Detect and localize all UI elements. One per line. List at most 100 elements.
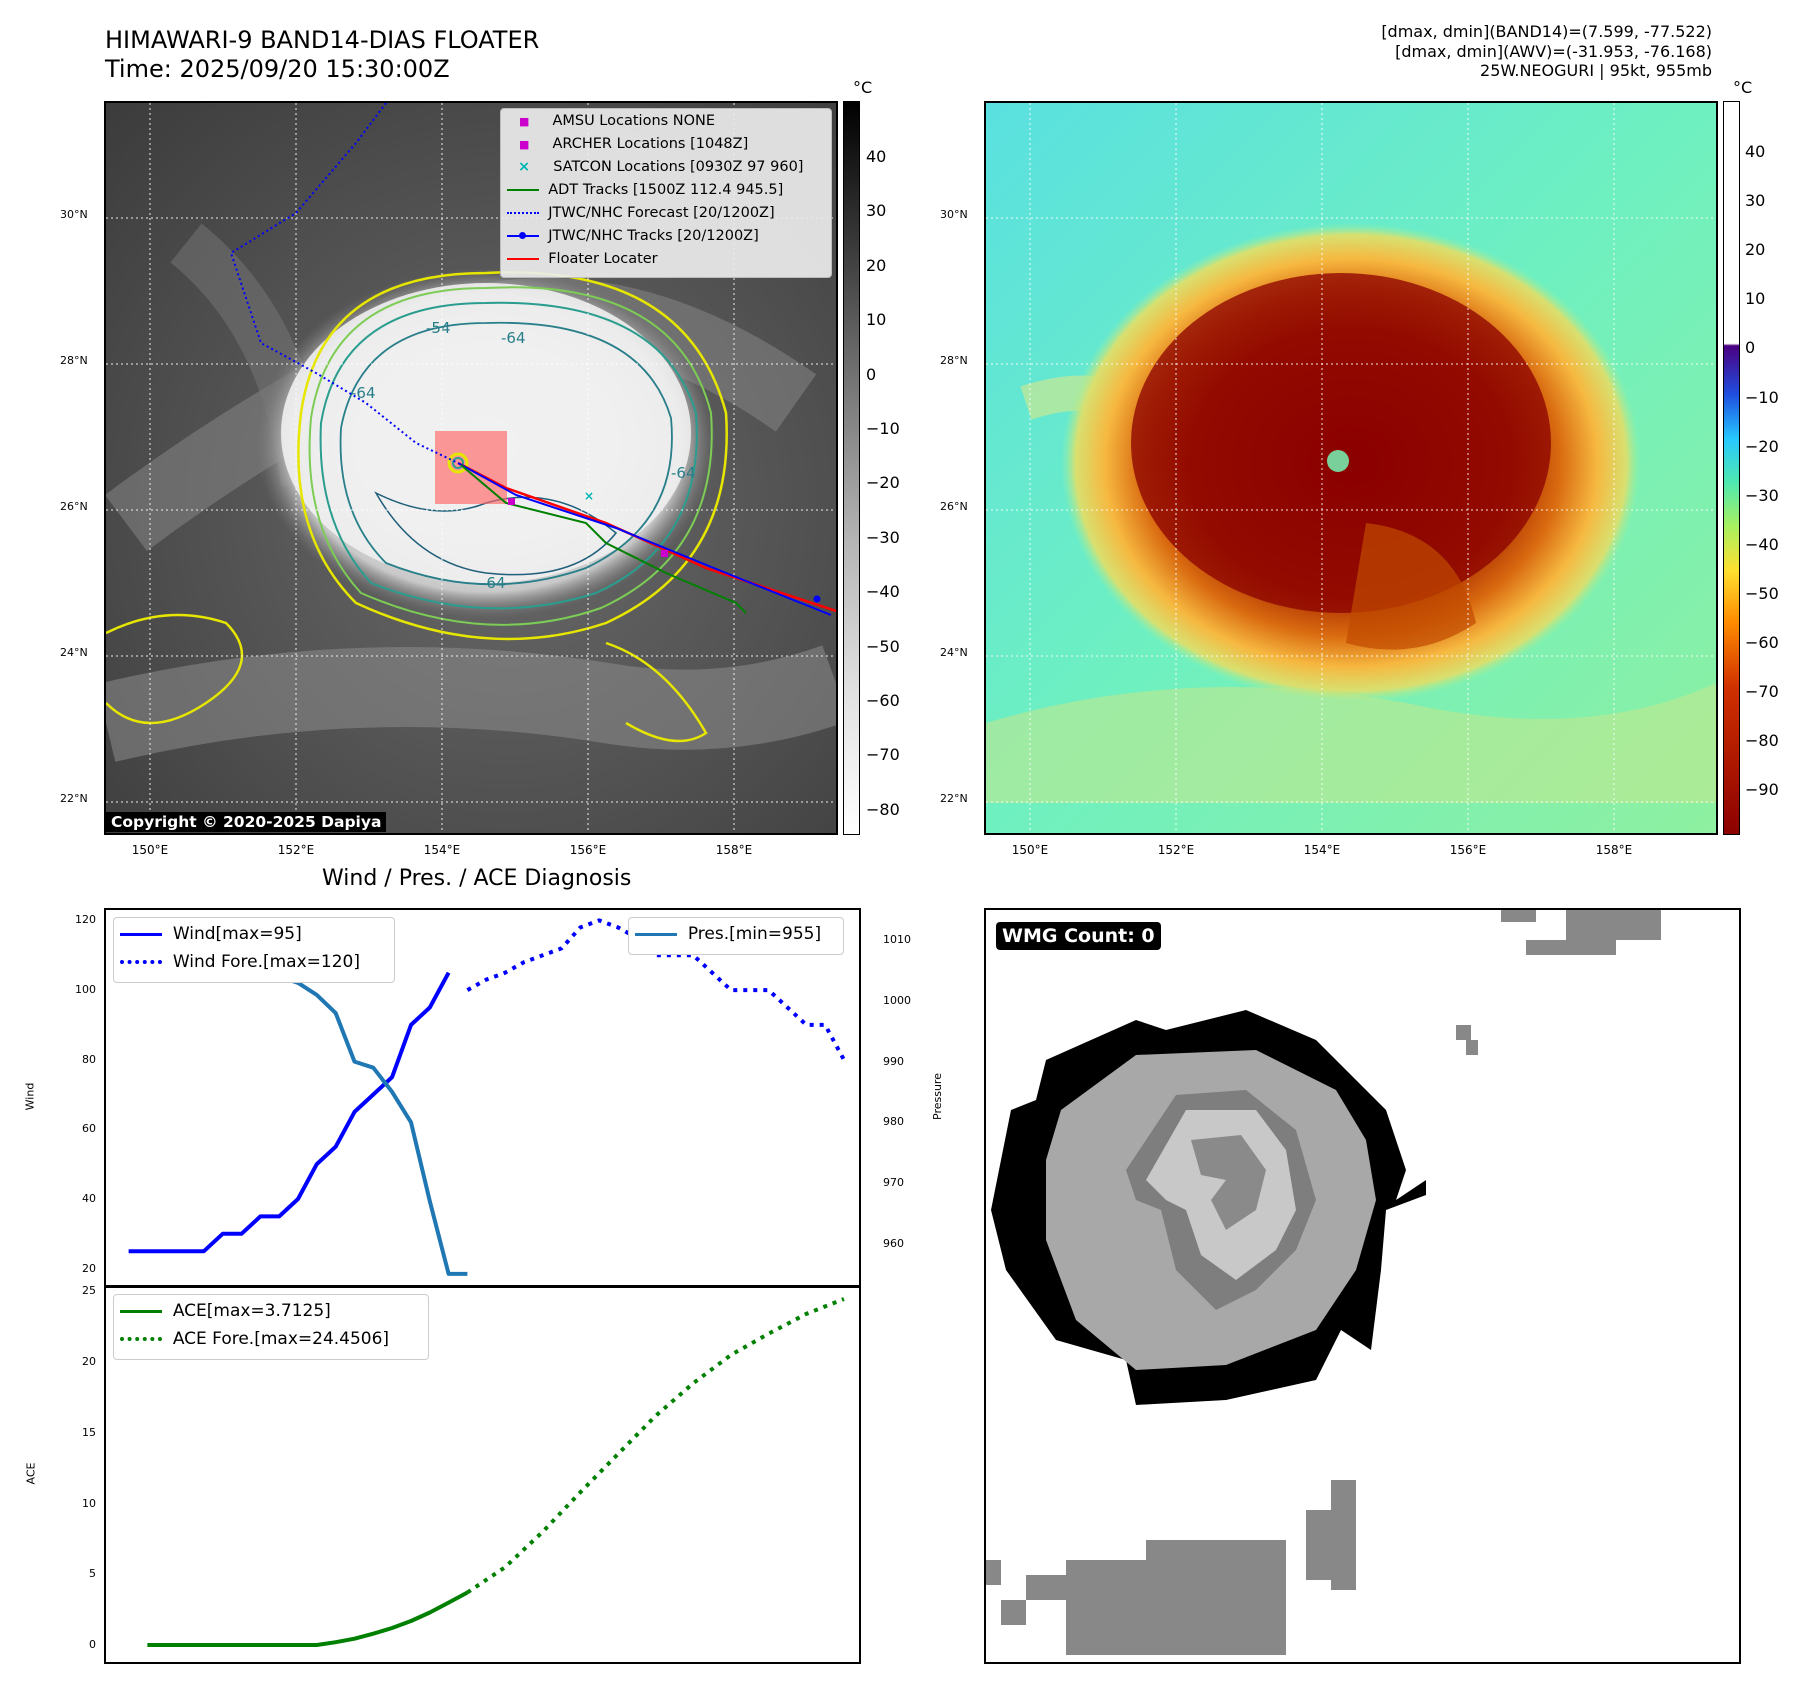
- diagnosis-title: Wind / Pres. / ACE Diagnosis: [322, 866, 632, 891]
- colorbar-unit: °C: [853, 78, 873, 97]
- stats-storm: 25W.NEOGURI | 95kt, 955mb: [1480, 61, 1712, 80]
- lon-label: 152°E: [277, 843, 315, 857]
- legend-wind: Wind[max=95]: [120, 924, 302, 944]
- adt-track-line: [460, 464, 747, 614]
- contour-label: -54: [426, 319, 451, 337]
- colorbar-tick: −80: [1745, 731, 1779, 751]
- wmg-image: [986, 910, 1661, 1655]
- wind-axis-label: Wind: [23, 1082, 37, 1111]
- lat-label: 30°N: [940, 208, 968, 221]
- colorbar-tick: −40: [1745, 534, 1779, 554]
- colorbar-tick: −70: [1745, 682, 1779, 702]
- lat-label: 26°N: [940, 500, 968, 513]
- grayscale-colorbar: [843, 101, 860, 835]
- axis-tick-label: 5: [89, 1567, 96, 1581]
- colorbar-tick: 30: [1745, 191, 1766, 211]
- colorbar-unit: °C: [1733, 78, 1753, 97]
- figure-title: HIMAWARI-9 BAND14-DIAS FLOATER Time: 202…: [105, 26, 539, 84]
- legend-item-jtwc-tracks: JTWC/NHC Tracks [20/1200Z]: [507, 228, 759, 244]
- lon-label: 154°E: [423, 843, 461, 857]
- lon-label: 156°E: [569, 843, 607, 857]
- wind-forecast-line: [466, 918, 846, 1061]
- axis-tick-label: 25: [82, 1284, 96, 1298]
- stats-band14: [dmax, dmin](BAND14)=(7.599, -77.522): [1381, 22, 1712, 41]
- lat-label: 26°N: [60, 500, 88, 513]
- legend-ace: ACE[max=3.7125]: [120, 1301, 331, 1321]
- pressure-legend: Pres.[min=955]: [628, 917, 844, 955]
- wind-line: [128, 971, 451, 1254]
- axis-tick-label: 20: [82, 1261, 96, 1275]
- wmg-panel: [984, 908, 1741, 1664]
- axis-tick-label: 980: [883, 1115, 904, 1129]
- lat-label: 22°N: [940, 792, 968, 805]
- axis-tick-label: 1010: [883, 933, 911, 947]
- colorbar-tick: −60: [1745, 633, 1779, 652]
- axis-tick-label: 960: [883, 1236, 904, 1250]
- legend-item-archer: ■ ARCHER Locations [1048Z]: [519, 136, 749, 152]
- colorbar-tick: 10: [1745, 289, 1766, 309]
- axis-tick-label: 0: [89, 1638, 96, 1652]
- colorbar-tick: −90: [1745, 780, 1779, 800]
- colorbar-tick: 20: [866, 255, 887, 275]
- jtwc-track-line: [457, 462, 832, 616]
- archer-marker: [508, 498, 515, 505]
- legend-item-floater: Floater Locater: [507, 251, 658, 267]
- lon-label: 154°E: [1303, 843, 1341, 857]
- band14-map-image: -54 -64 -64 -64 -64 ×: [106, 103, 836, 833]
- colorbar-tick: 40: [1745, 142, 1766, 161]
- axis-tick-label: 10: [82, 1496, 96, 1510]
- axis-tick-label: 15: [82, 1425, 96, 1439]
- stats-info: [dmax, dmin](BAND14)=(7.599, -77.522) [d…: [1381, 22, 1712, 81]
- ace-forecast-line: [466, 1297, 845, 1595]
- colorbar-tick: −20: [866, 473, 900, 493]
- axis-tick-label: 970: [883, 1175, 904, 1189]
- copyright-label: Copyright © 2020-2025 Dapiya: [106, 812, 387, 832]
- lat-label: 24°N: [60, 646, 88, 659]
- stats-awv: [dmax, dmin](AWV)=(-31.953, -76.168): [1395, 41, 1712, 61]
- lon-label: 150°E: [131, 843, 169, 857]
- map-legend: ■ AMSU Locations NONE ■ ARCHER Locations…: [500, 108, 832, 278]
- lat-label: 30°N: [60, 208, 88, 221]
- contour-label: -64: [671, 464, 696, 482]
- lon-label: 158°E: [1595, 843, 1633, 857]
- jtwc-track-point: [813, 595, 821, 603]
- lon-label: 150°E: [1011, 843, 1049, 857]
- legend-item-satcon: × SATCON Locations [0930Z 97 960]: [518, 159, 804, 175]
- colorbar-tick: −30: [866, 527, 900, 547]
- colorbar-tick: 0: [866, 364, 877, 384]
- ace-chart: [104, 1285, 861, 1664]
- colorbar-tick: −60: [866, 691, 900, 710]
- legend-item-adt: ADT Tracks [1500Z 112.4 945.5]: [507, 182, 783, 198]
- contour-label: -64: [481, 574, 506, 592]
- awv-map-image: [986, 103, 1716, 833]
- wind-legend: Wind[max=95] Wind Fore.[max=120]: [113, 917, 395, 983]
- figure-title-line2: Time: 2025/09/20 15:30:00Z: [105, 55, 450, 83]
- lat-label: 28°N: [60, 354, 88, 367]
- colorbar-tick: 0: [1745, 338, 1756, 358]
- ace-plot: [147, 1297, 845, 1647]
- legend-item-amsu: ■ AMSU Locations NONE: [519, 113, 716, 129]
- colorbar-tick: 40: [866, 147, 887, 166]
- colorbar-tick: −50: [866, 636, 900, 656]
- lat-label: 24°N: [940, 646, 968, 659]
- colorbar-tick: −70: [866, 745, 900, 765]
- archer-marker: [661, 550, 668, 557]
- ace-legend: ACE[max=3.7125] ACE Fore.[max=24.4506]: [113, 1294, 429, 1360]
- colorbar-tick: −20: [1745, 436, 1779, 456]
- axis-tick-label: 80: [82, 1052, 96, 1066]
- colorbar-tick: −80: [866, 799, 900, 819]
- contour-label: -64: [501, 329, 526, 347]
- axis-tick-label: 40: [82, 1191, 96, 1205]
- axis-tick-label: 100: [75, 983, 96, 997]
- colorbar-tick: −10: [866, 419, 900, 438]
- awv-map-panel: [984, 101, 1718, 835]
- lat-label: 22°N: [60, 792, 88, 805]
- wmg-count-badge: WMG Count: 0: [996, 922, 1161, 950]
- legend-pressure: Pres.[min=955]: [635, 924, 821, 944]
- contour-label: -64: [351, 384, 376, 402]
- legend-ace-forecast: ACE Fore.[max=24.4506]: [120, 1329, 389, 1349]
- pressure-line: [147, 962, 468, 1276]
- lon-label: 156°E: [1449, 843, 1487, 857]
- axis-tick-label: 1000: [883, 993, 911, 1007]
- axis-tick-label: 990: [883, 1054, 904, 1068]
